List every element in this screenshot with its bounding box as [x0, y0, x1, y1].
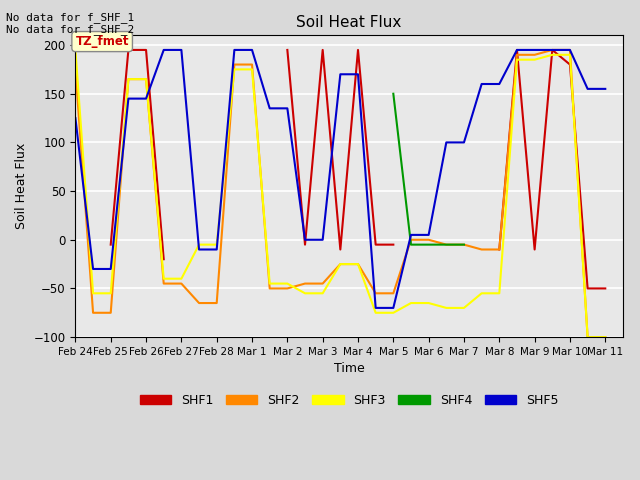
Legend: SHF1, SHF2, SHF3, SHF4, SHF5: SHF1, SHF2, SHF3, SHF4, SHF5 — [135, 389, 563, 412]
Title: Soil Heat Flux: Soil Heat Flux — [296, 15, 402, 30]
X-axis label: Time: Time — [334, 362, 365, 375]
Text: No data for f_SHF_2: No data for f_SHF_2 — [6, 24, 134, 35]
Y-axis label: Soil Heat Flux: Soil Heat Flux — [15, 143, 28, 229]
Text: No data for f_SHF_1: No data for f_SHF_1 — [6, 12, 134, 23]
Text: TZ_fmet: TZ_fmet — [76, 35, 129, 48]
